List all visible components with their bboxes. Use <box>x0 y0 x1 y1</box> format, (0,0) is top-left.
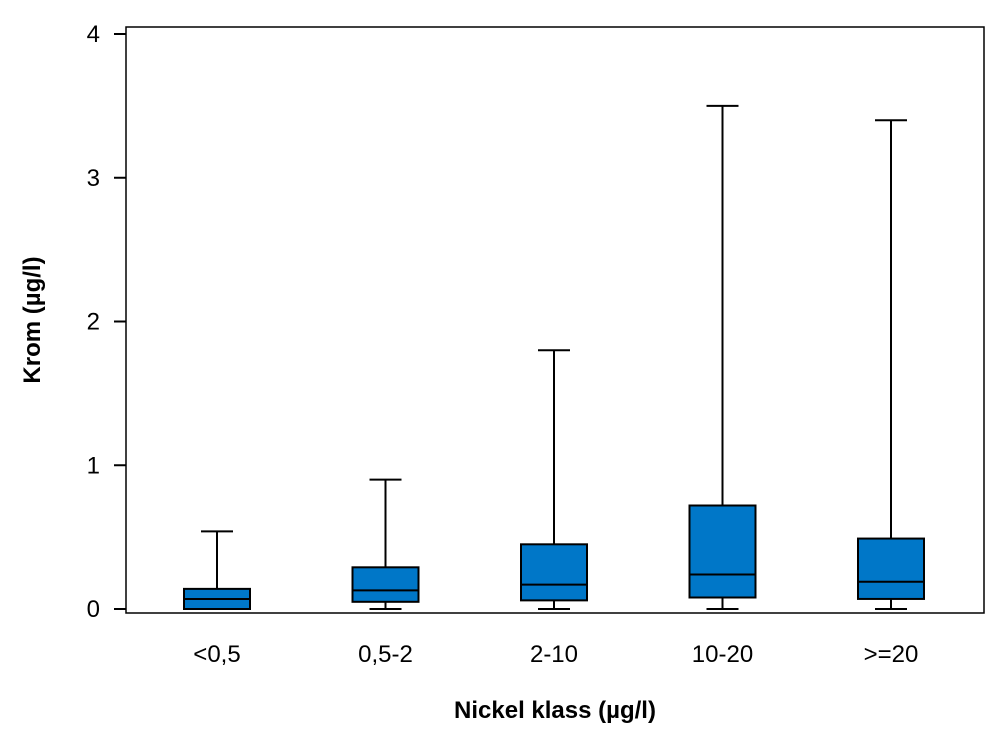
x-axis-title: Nickel klass (µg/l) <box>454 697 656 724</box>
iqr-box <box>520 543 588 602</box>
iqr-box <box>688 504 757 599</box>
x-axis: <0,5 0,5-2 2-10 10-20 >=20 <box>193 641 918 668</box>
x-tick-label: >=20 <box>864 641 919 668</box>
y-tick-label: 3 <box>87 165 100 192</box>
y-tick-label: 4 <box>87 21 100 48</box>
box-series <box>183 104 925 610</box>
iqr-box <box>351 566 420 603</box>
y-tick-label: 2 <box>87 309 100 336</box>
box-0 <box>183 530 251 610</box>
plot-frame <box>125 26 985 614</box>
y-axis-title: Krom (µg/l) <box>19 256 46 383</box>
x-tick-label: <0,5 <box>193 641 240 668</box>
y-axis: 0 1 2 3 4 <box>87 21 126 623</box>
y-tick-label: 1 <box>87 452 100 479</box>
x-tick-label: 2-10 <box>530 641 578 668</box>
iqr-box <box>857 537 925 600</box>
x-tick-label: 10-20 <box>692 641 753 668</box>
box-2 <box>520 349 588 610</box>
box-4 <box>857 119 925 610</box>
box-1 <box>351 478 420 610</box>
box-3 <box>688 104 757 610</box>
y-tick-label: 0 <box>87 596 100 623</box>
x-tick-label: 0,5-2 <box>358 641 413 668</box>
